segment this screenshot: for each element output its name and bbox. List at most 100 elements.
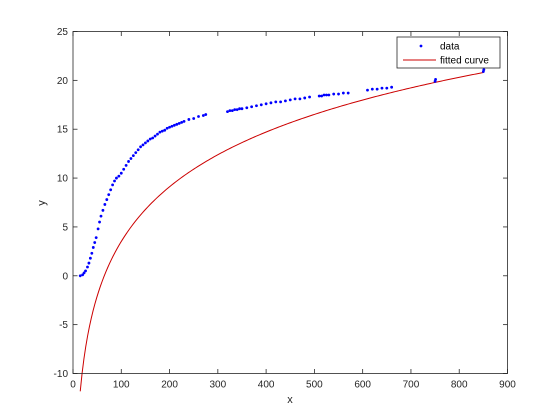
data-point — [482, 68, 486, 72]
data-point — [284, 99, 287, 103]
x-tick-label: 0 — [70, 380, 76, 391]
data-point — [385, 86, 389, 90]
y-tick-label: 20 — [57, 76, 69, 87]
data-point — [93, 241, 97, 244]
data-point — [148, 137, 152, 141]
data-point — [288, 98, 292, 102]
data-point — [320, 94, 324, 98]
legend-data-label: data — [440, 42, 460, 53]
data-point — [298, 97, 302, 101]
data-point — [322, 93, 326, 97]
data-point — [87, 261, 91, 265]
fitted-curve-line — [79, 72, 484, 392]
plot-area — [73, 31, 508, 374]
data-point — [175, 122, 179, 126]
data-point — [341, 91, 345, 95]
data-point — [308, 95, 311, 99]
data-point — [332, 92, 336, 96]
data-point — [103, 203, 107, 206]
data-point — [113, 179, 116, 183]
data-point — [144, 141, 147, 145]
data-point — [235, 108, 239, 112]
data-point — [337, 92, 340, 96]
data-point — [119, 171, 123, 175]
data-point — [115, 176, 118, 180]
data-point — [180, 120, 184, 124]
data-point — [197, 115, 200, 118]
data-point — [279, 100, 282, 104]
data-point — [255, 104, 258, 108]
x-tick-label: 200 — [161, 380, 178, 391]
data-point — [245, 106, 249, 110]
y-tick-labels: -10 -5 0 5 10 15 20 25 — [54, 27, 69, 380]
data-point — [170, 124, 174, 128]
y-tick-label: 25 — [57, 27, 69, 38]
data-point — [94, 236, 98, 240]
data-point — [141, 143, 145, 147]
data-point — [101, 208, 105, 212]
data-point — [99, 214, 103, 218]
data-point — [259, 103, 263, 107]
data-point — [240, 107, 244, 111]
fitted-curve-layer — [79, 72, 484, 392]
data-point — [317, 94, 321, 98]
data-point — [111, 183, 114, 187]
data-point — [160, 129, 164, 133]
data-point — [327, 93, 331, 97]
data-point — [117, 174, 121, 178]
x-axis-label: x — [287, 394, 293, 406]
data-point — [122, 167, 126, 171]
legend: data fitted curve — [396, 36, 501, 69]
data-point — [201, 114, 205, 117]
data-point — [269, 101, 273, 105]
data-point — [107, 193, 111, 197]
data-point — [390, 85, 394, 89]
x-tick-label: 700 — [403, 380, 420, 391]
data-point — [78, 274, 82, 278]
y-tick-label: 0 — [62, 271, 68, 282]
plot-frame — [72, 31, 508, 374]
data-point — [129, 157, 133, 160]
data-point — [84, 269, 87, 273]
data-point — [88, 256, 92, 260]
data-point — [346, 91, 350, 95]
legend-data-marker — [419, 44, 423, 48]
data-point — [250, 105, 254, 109]
data-point — [233, 108, 237, 112]
data-point — [163, 128, 167, 132]
data-point — [325, 93, 328, 97]
data-point — [134, 151, 138, 155]
data-point — [82, 271, 86, 275]
x-tick-label: 500 — [306, 380, 323, 391]
data-point — [293, 97, 297, 101]
data-point — [228, 109, 232, 113]
x-tick-label: 600 — [354, 380, 371, 391]
data-point — [146, 139, 150, 143]
data-point — [153, 134, 157, 138]
data-point — [158, 130, 162, 134]
x-tick-label: 800 — [451, 380, 468, 391]
data-point — [380, 86, 384, 90]
data-point — [151, 136, 155, 140]
data-point — [192, 117, 196, 120]
data-point — [370, 87, 374, 91]
data-point — [375, 87, 379, 91]
y-axis-label: y — [36, 200, 48, 206]
x-tick-label: 300 — [209, 380, 226, 391]
data-point — [105, 198, 109, 201]
data-point — [109, 188, 113, 192]
data-point — [131, 154, 135, 158]
y-tick-label: 5 — [62, 222, 68, 233]
y-tick-label: -5 — [59, 320, 68, 331]
data-point — [182, 120, 186, 123]
data-point — [168, 125, 171, 129]
data-point — [274, 100, 278, 104]
x-tick-label: 900 — [499, 380, 516, 391]
ticks-layer — [72, 31, 508, 374]
data-point — [366, 88, 369, 92]
data-point — [86, 265, 89, 269]
data-point — [91, 246, 95, 249]
data-point — [124, 163, 128, 167]
